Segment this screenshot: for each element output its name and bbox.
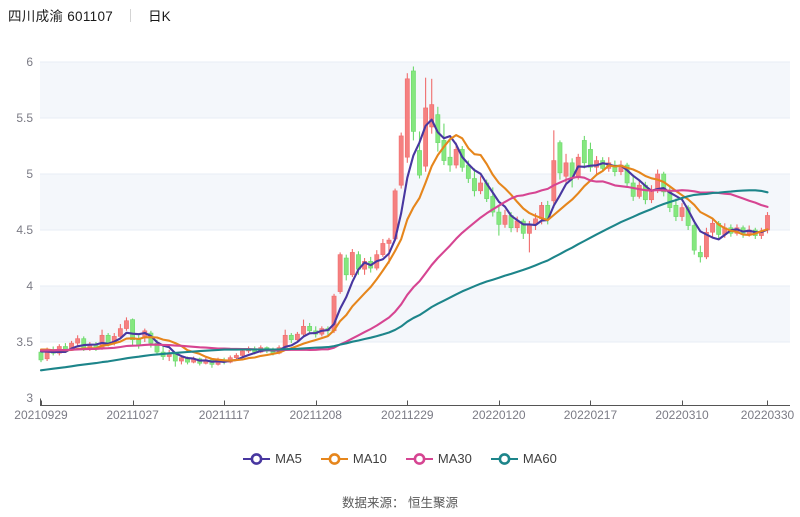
candle-body [691,225,697,251]
candle-body [417,150,422,176]
ma5-marker-icon [243,452,271,465]
x-tick-label: 20211117 [199,408,250,422]
candle-body [612,164,618,173]
candle-body [453,149,459,166]
x-tick-label: 20220330 [741,408,795,422]
y-tick-label: 3 [26,391,33,405]
candle-body [179,357,184,362]
x-tick-label: 20211027 [106,408,159,422]
candle-body [685,207,691,226]
legend-ma10-label: MA10 [352,451,387,466]
candle-body [301,326,306,335]
y-tick-label: 5.5 [16,111,33,125]
candle-body [124,320,129,329]
legend-ma60-label: MA60 [522,451,557,466]
candle-body [502,215,508,225]
candle-body [240,350,245,356]
y-tick-label: 4 [26,279,33,293]
candle-body [557,142,563,174]
candle-body [697,252,703,258]
kline-period-label: 日K [148,9,171,24]
ma60-marker-icon [490,452,518,465]
candle-body [38,351,44,361]
candle-body [551,160,557,202]
x-tick-label: 20220310 [655,408,709,422]
candle-body [465,164,471,179]
legend-ma30[interactable]: MA30 [405,451,472,466]
stock-title: 四川成渝 601107 [8,9,114,24]
ma-legend: MA5 MA10 MA30 MA60 [0,451,800,466]
candle-body [295,333,300,341]
candle-body [423,107,429,167]
candle-body [679,207,685,217]
candle-body [563,162,569,177]
plot-band [40,286,790,342]
candle-body [636,184,642,197]
candle-body [429,104,435,128]
x-tick-label: 20220120 [472,408,526,422]
candle-body [588,149,593,168]
kline-chart: 3 3.5 4 4.5 5 5.5 6 20210929 20211027 20211117 202… [14,55,795,422]
candle-body [490,196,496,213]
candle-body [343,257,349,276]
ma10-marker-icon [320,452,348,465]
ma30-line [39,175,769,352]
candle-body [337,254,343,292]
candle-body [386,239,392,244]
candle-body [75,338,81,344]
candle-body [380,243,386,255]
legend-ma5-label: MA5 [275,451,302,466]
x-tick-label: 20220217 [564,408,618,422]
ma10-line [39,134,769,362]
y-tick-label: 3.5 [16,335,33,349]
candle-body [520,220,526,234]
x-tick-label: 20211229 [381,408,434,422]
ma30-marker-icon [405,452,433,465]
candle-body [478,182,483,192]
candle-body [411,70,416,132]
candle-body [673,205,679,217]
candle-body [704,231,709,258]
candle-body [447,156,453,166]
x-tick-label: 20211208 [289,408,342,422]
data-source-label: 数据来源： 恒生聚源 [342,496,458,510]
legend-ma5[interactable]: MA5 [243,451,302,466]
candle-body [130,319,135,341]
candle-body [349,252,355,276]
candle-body [765,215,770,231]
candle-body [105,334,111,344]
candle-body [581,140,587,164]
candle-body [472,178,477,192]
candle-body [233,355,239,358]
candle-body [398,135,404,186]
chart-header: 四川成渝 601107 日K [8,6,171,24]
legend-ma30-label: MA30 [437,451,472,466]
candle-body [655,173,661,190]
candle-body [117,328,123,337]
legend-ma10[interactable]: MA10 [320,451,387,466]
candle-body [526,224,532,234]
candle-body [624,164,630,184]
candle-body [307,326,313,332]
x-tick-label: 20210929 [14,408,68,422]
candle-body [404,78,410,158]
candle-body [288,334,294,341]
ma60-line [39,189,769,372]
candle-body [496,211,502,225]
legend-ma60[interactable]: MA60 [490,451,557,466]
candle-body [630,182,636,197]
y-tick-label: 4.5 [16,223,33,237]
y-tick-label: 6 [26,55,33,69]
plot-band [40,174,790,230]
candle-body [710,222,715,233]
title-divider [130,8,132,22]
y-tick-label: 5 [26,167,33,181]
